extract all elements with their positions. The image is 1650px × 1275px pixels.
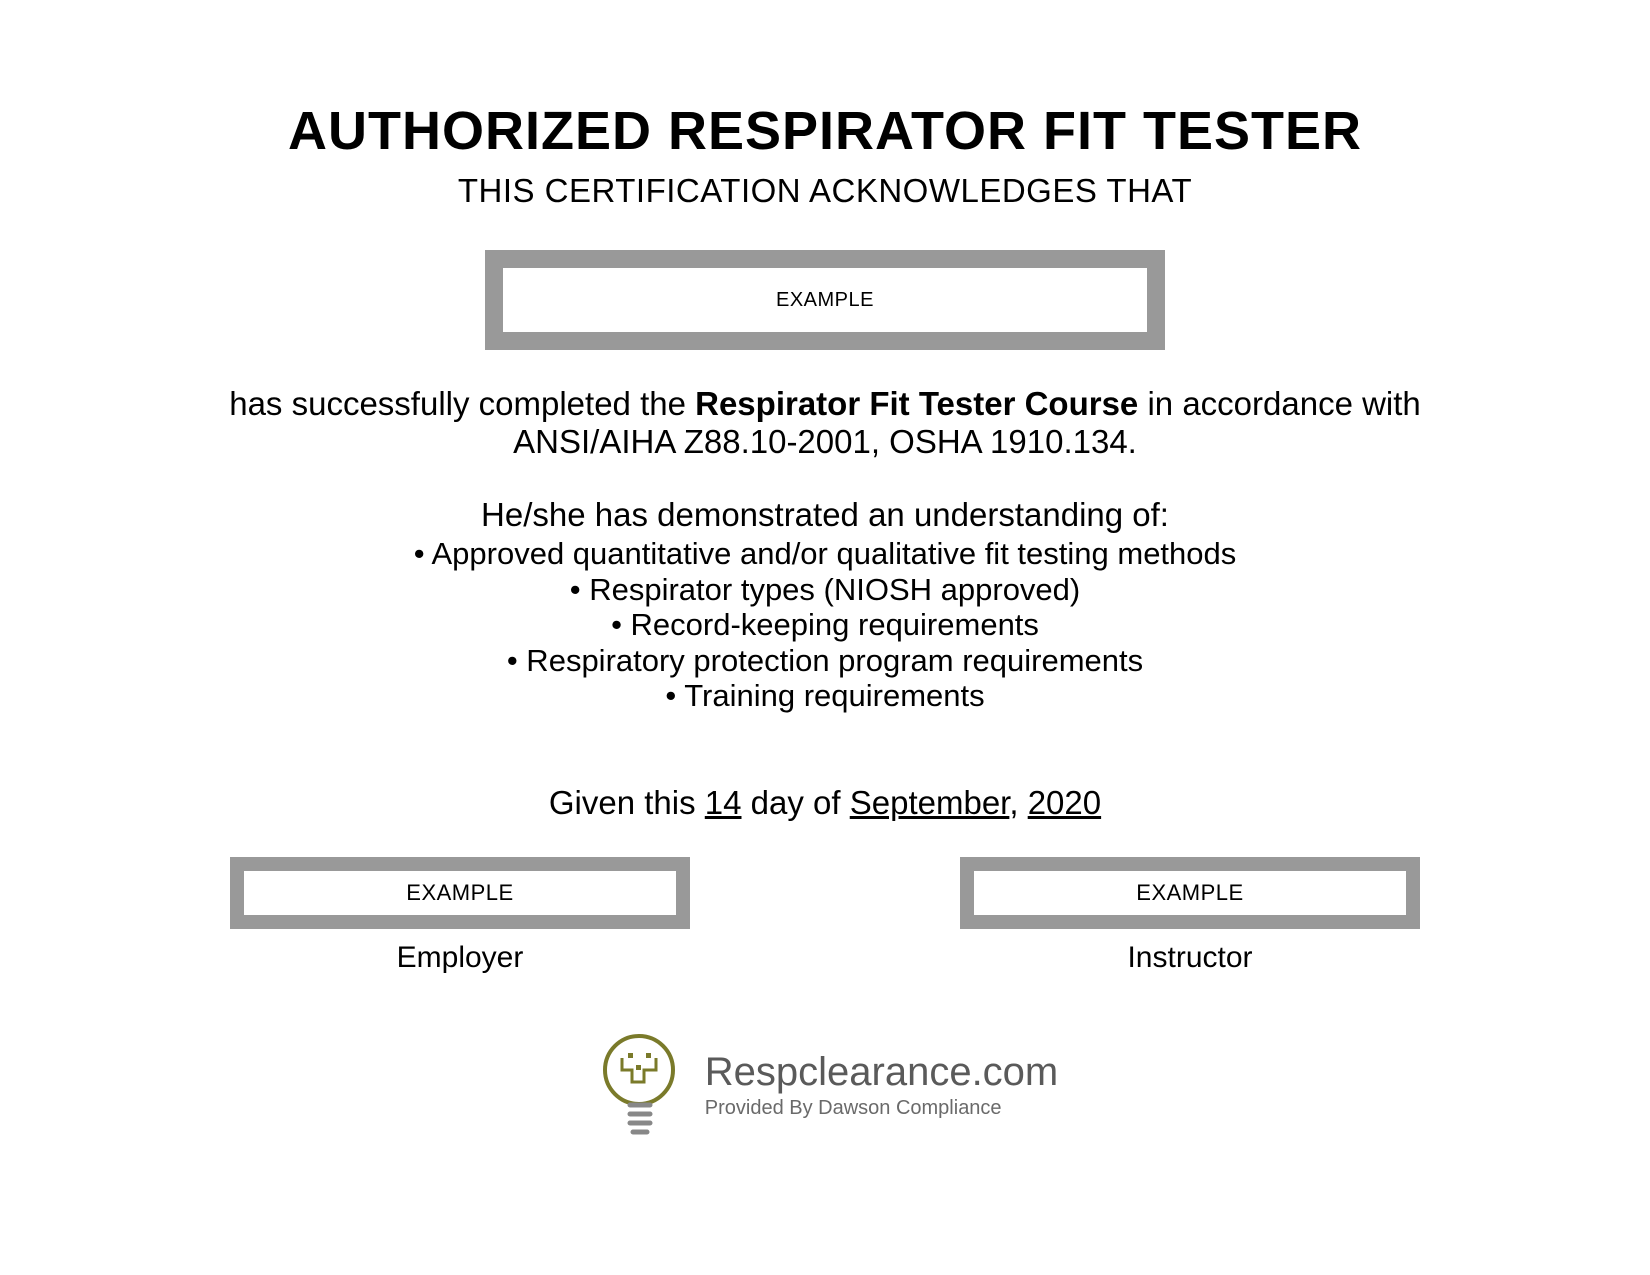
employer-signature-block: EXAMPLE Employer xyxy=(230,857,690,975)
bullet-item: • Approved quantitative and/or qualitati… xyxy=(414,536,1237,572)
footer: Respclearance.com Provided By Dawson Com… xyxy=(592,1030,1059,1140)
date-day: 14 xyxy=(705,784,742,821)
recipient-name: EXAMPLE xyxy=(776,289,874,312)
signatures-row: EXAMPLE Employer EXAMPLE Instructor xyxy=(180,857,1470,975)
date-year: 2020 xyxy=(1028,784,1101,821)
date-prefix: Given this xyxy=(549,784,705,821)
employer-label: Employer xyxy=(397,941,524,975)
employer-value: EXAMPLE xyxy=(406,880,513,906)
lightbulb-circuit-icon xyxy=(592,1030,687,1140)
instructor-signature-block: EXAMPLE Instructor xyxy=(960,857,1420,975)
date-line: Given this 14 day of September, 2020 xyxy=(549,784,1101,822)
understanding-header: He/she has demonstrated an understanding… xyxy=(481,496,1169,534)
bullet-item: • Record-keeping requirements xyxy=(414,607,1237,643)
employer-signature-box: EXAMPLE xyxy=(230,857,690,929)
certificate-title: AUTHORIZED RESPIRATOR FIT TESTER xyxy=(288,100,1362,162)
bullet-item: • Training requirements xyxy=(414,678,1237,714)
footer-brand: Respclearance.com xyxy=(705,1050,1059,1095)
footer-tagline: Provided By Dawson Compliance xyxy=(705,1097,1059,1120)
certificate-subtitle: THIS CERTIFICATION ACKNOWLEDGES THAT xyxy=(458,172,1192,210)
date-comma: , xyxy=(1009,784,1027,821)
footer-text: Respclearance.com Provided By Dawson Com… xyxy=(705,1050,1059,1120)
instructor-value: EXAMPLE xyxy=(1136,880,1243,906)
completion-statement: has successfully completed the Respirato… xyxy=(180,385,1470,461)
date-month: September xyxy=(850,784,1010,821)
instructor-label: Instructor xyxy=(1127,941,1252,975)
instructor-signature-box: EXAMPLE xyxy=(960,857,1420,929)
bullet-item: • Respiratory protection program require… xyxy=(414,643,1237,679)
recipient-name-box: EXAMPLE xyxy=(485,250,1165,350)
bullet-list: • Approved quantitative and/or qualitati… xyxy=(414,536,1237,714)
body-prefix: has successfully completed the xyxy=(229,385,695,422)
course-name: Respirator Fit Tester Course xyxy=(695,385,1138,422)
bullet-item: • Respirator types (NIOSH approved) xyxy=(414,572,1237,608)
date-middle: day of xyxy=(742,784,850,821)
